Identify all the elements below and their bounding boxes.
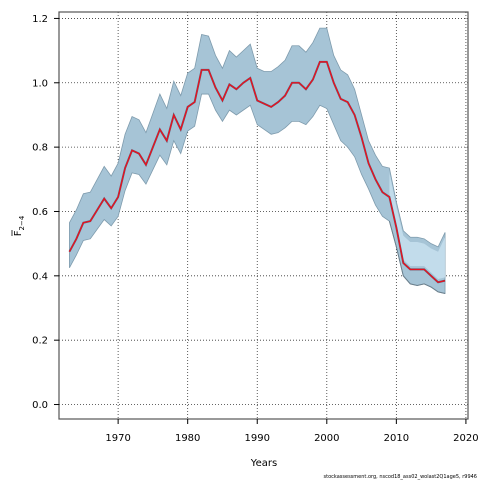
y-tick-label: 1.0 (32, 78, 48, 89)
confidence-band (69, 27, 446, 295)
footer-note: stockassessment.org, nscod18_ass02_wolas… (324, 474, 477, 480)
svg-text:F2−4: F2−4 (13, 215, 26, 236)
x-axis: 1970 1980 1990 2000 2010 2020 (105, 419, 479, 444)
y-tick-label: 0.6 (32, 207, 48, 218)
y-tick-label: 1.2 (32, 14, 48, 25)
confidence-band-light-area (389, 172, 446, 280)
y-axis: 0.0 0.2 0.4 0.6 0.8 1.0 1.2 (32, 14, 59, 411)
series-lines (68, 60, 446, 284)
y-tick-label: 0.4 (32, 271, 48, 282)
grid-lines (59, 12, 468, 419)
x-axis-title: Years (250, 458, 277, 469)
y-tick-label: 0.2 (32, 336, 48, 347)
y-tick-label: 0.8 (32, 143, 48, 154)
lower-bound-edge (388, 220, 446, 295)
x-tick-label: 1970 (105, 433, 130, 444)
x-tick-label: 2010 (384, 433, 409, 444)
y-axis-title: F2−4 (11, 215, 26, 236)
x-tick-label: 2020 (453, 433, 478, 444)
x-tick-label: 1990 (245, 433, 270, 444)
plot-frame (58, 11, 469, 420)
y-axis-title-main: F (13, 230, 24, 236)
y-axis-title-sub: 2−4 (18, 215, 26, 230)
x-tick-label: 1980 (175, 433, 200, 444)
y-tick-label: 0.0 (32, 400, 48, 411)
estimate-line (68, 61, 446, 284)
x-tick-label: 2000 (314, 433, 339, 444)
